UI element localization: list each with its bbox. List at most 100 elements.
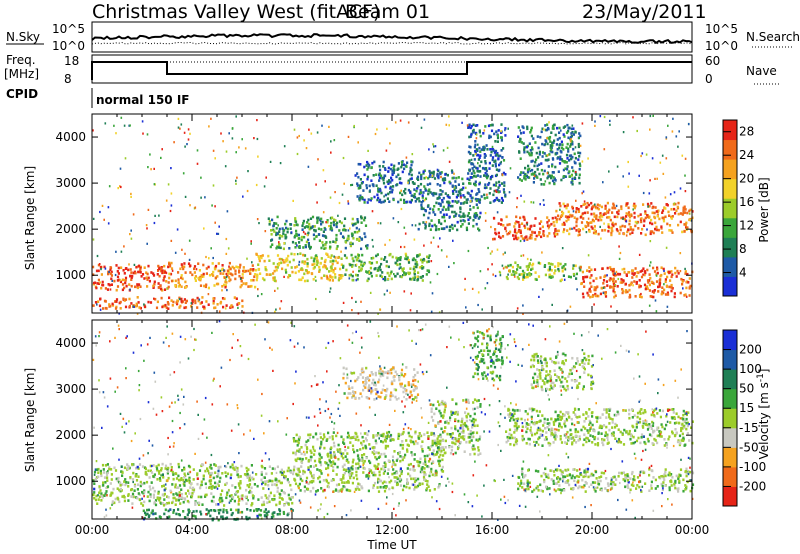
data-cell (506, 277, 509, 281)
noise-cell (614, 284, 617, 287)
data-cell (100, 492, 103, 495)
data-cell (579, 164, 582, 168)
data-cell (646, 215, 649, 219)
data-cell (424, 209, 427, 213)
data-cell (164, 464, 168, 468)
noise-cell (403, 226, 406, 229)
noise-cell (218, 310, 221, 313)
data-cell (469, 126, 472, 130)
data-cell (149, 464, 152, 468)
data-cell (180, 477, 183, 480)
data-cell (180, 488, 183, 491)
data-cell (681, 282, 684, 286)
data-cell (564, 167, 567, 170)
noise-cell (491, 250, 493, 253)
noise-cell (276, 232, 278, 235)
data-cell (427, 256, 430, 260)
noise-cell (678, 130, 680, 133)
data-cell (586, 211, 589, 214)
data-cell (435, 473, 438, 477)
data-cell (366, 175, 370, 179)
data-cell (476, 192, 479, 195)
data-cell (497, 154, 500, 158)
noise-cell (358, 237, 360, 240)
noise-cell (479, 270, 482, 273)
data-cell (562, 221, 566, 225)
data-cell (470, 162, 473, 166)
noise-cell (326, 276, 329, 279)
data-cell (403, 167, 406, 171)
data-cell (526, 170, 530, 174)
data-cell (137, 483, 140, 486)
noise-cell (293, 128, 296, 131)
data-cell (536, 164, 539, 168)
data-cell (434, 192, 437, 195)
data-cell (526, 168, 530, 171)
data-cell (382, 486, 385, 489)
data-cell (378, 200, 381, 204)
data-cell (138, 283, 141, 286)
data-cell (271, 483, 274, 487)
data-cell (361, 443, 364, 446)
data-cell (467, 192, 470, 195)
data-cell (331, 437, 334, 441)
data-cell (345, 481, 348, 484)
data-cell (336, 261, 339, 265)
data-cell (278, 502, 281, 505)
data-cell (104, 464, 108, 467)
data-cell (163, 264, 166, 268)
data-cell (146, 512, 149, 516)
data-cell (627, 228, 630, 232)
noise-cell (563, 278, 566, 281)
data-cell (548, 267, 552, 271)
data-cell (401, 455, 404, 459)
data-cell (654, 221, 657, 225)
data-cell (293, 478, 296, 481)
data-cell (404, 384, 407, 388)
noise-cell (188, 239, 191, 242)
data-cell (371, 161, 374, 165)
data-cell (389, 394, 392, 398)
data-cell (662, 218, 665, 221)
data-cell (542, 232, 545, 236)
noise-cell (379, 222, 382, 225)
data-cell (95, 286, 98, 290)
data-cell (313, 262, 316, 266)
data-cell (491, 123, 494, 127)
data-cell (456, 413, 459, 416)
data-cell (571, 166, 574, 169)
data-cell (270, 229, 273, 232)
data-cell (559, 158, 562, 161)
data-cell (287, 275, 290, 279)
data-cell (595, 217, 598, 221)
noise-cell (132, 305, 134, 308)
data-cell (330, 269, 333, 273)
data-cell (366, 247, 369, 250)
data-cell (331, 279, 334, 282)
noise-cell (224, 165, 227, 168)
data-cell (582, 280, 585, 283)
data-cell (119, 487, 122, 491)
noise-cell (251, 261, 253, 264)
data-cell (182, 267, 185, 271)
data-cell (247, 285, 250, 288)
data-cell (472, 154, 475, 157)
data-cell (450, 169, 454, 172)
noise-cell (256, 218, 259, 221)
data-cell (347, 234, 350, 238)
data-cell (503, 181, 506, 184)
data-cell (373, 195, 376, 199)
data-cell (299, 457, 302, 461)
data-cell (278, 479, 281, 483)
data-cell (389, 272, 392, 275)
noise-cell (472, 163, 475, 166)
data-cell (335, 473, 338, 476)
data-cell (246, 484, 249, 487)
data-cell (302, 222, 305, 225)
data-cell (272, 278, 275, 281)
data-cell (432, 170, 435, 174)
data-cell (545, 154, 548, 158)
data-cell (141, 273, 145, 276)
data-cell (460, 436, 463, 439)
noise-cell (265, 176, 267, 179)
